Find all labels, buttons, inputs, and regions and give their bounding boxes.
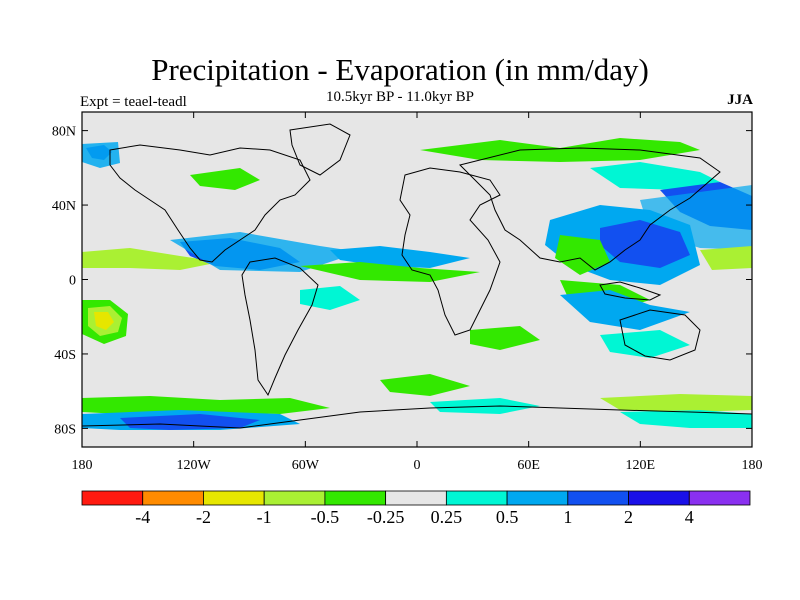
colorbar-label: -0.25 [366,507,405,527]
coastlines [82,123,752,429]
contour-blue-asia [600,220,690,268]
y-tick-label: 80S [54,422,76,437]
coast-indonesia [599,281,662,301]
coast-antarctica [82,405,752,429]
contour-green-northatl [190,168,260,190]
contour-cyan-itcz [170,232,360,272]
colorbar-label: 0.5 [495,507,519,527]
colorbar-label: -1 [256,507,272,527]
colorbar-label: -2 [195,507,211,527]
y-tick-label: 40N [52,199,76,214]
colorbar-label: -0.5 [310,507,340,527]
y-tick-label: 0 [69,274,76,289]
contour-green-northeur [420,138,700,162]
y-tick-label: 80N [52,125,76,140]
colorbar-swatch [385,490,447,506]
colorbar-swatch [203,490,265,506]
x-tick-label: 120E [626,458,656,473]
colorbar-swatch [142,490,204,506]
contour-green-atl-itcz [300,262,480,282]
contour-yellow-eastpac [82,248,220,270]
figure-title: Precipitation - Evaporation (in mm/day) [151,52,649,87]
y-tick-label: 40S [54,348,76,363]
y-axis-ticks: 80N 40N 0 40S 80S [52,125,752,437]
colorbar-label: -4 [135,507,151,527]
colorbar-label: 4 [684,507,694,527]
colorbar-label: 2 [624,507,634,527]
time-period-subtitle: 10.5kyr BP - 11.0kyr BP [325,89,475,105]
contour-cyan-sh-3 [600,330,690,358]
x-tick-label: 180 [742,458,763,473]
colorbar-swatch [628,490,690,506]
contour-green-so-2 [600,394,752,412]
colorbar-label: 1 [563,507,573,527]
x-tick-label: 60E [517,458,540,473]
coast-south-america [241,257,319,397]
coast-asia [459,147,721,271]
x-tick-label: 0 [414,458,421,473]
contour-green-so-1 [82,396,330,414]
contour-yellow-southpac-core [94,312,114,330]
pe-contour-field [82,138,752,430]
colorbar-swatch [81,490,144,506]
contour-cyan-sh-1 [300,286,360,310]
colorbar-swatch [688,490,751,506]
colorbar-swatch [506,490,569,506]
contour-cyan-northasia [590,162,720,190]
contour-cyan-so-6 [620,410,752,428]
x-tick-label: 120W [177,458,212,473]
x-tick-label: 180 [72,458,93,473]
colorbar-swatch [324,490,387,506]
coast-europe-africa [399,167,501,336]
colorbar-swatch [445,490,508,506]
colorbar-swatch [263,490,326,506]
coast-australia [619,309,701,361]
x-tick-label: 60W [292,458,320,473]
contour-green-sh-2 [470,326,540,350]
contour-green-sh-4 [380,374,470,396]
contour-green-westpac [700,246,752,270]
coast-greenland [289,123,351,176]
colorbar-label: 0.25 [430,507,463,527]
colorbar-swatch [567,490,629,506]
colorbar [81,490,751,506]
x-axis-ticks: 180 120W 60W 0 60E 120E 180 [72,112,763,473]
experiment-label: Expt = teael-teadl [80,94,187,110]
contour-blue-so-4 [120,414,260,430]
contour-green-southasia [555,235,610,275]
contour-cyan-maritime [560,290,690,330]
coast-north-america [109,144,311,263]
season-label: JJA [727,92,753,108]
